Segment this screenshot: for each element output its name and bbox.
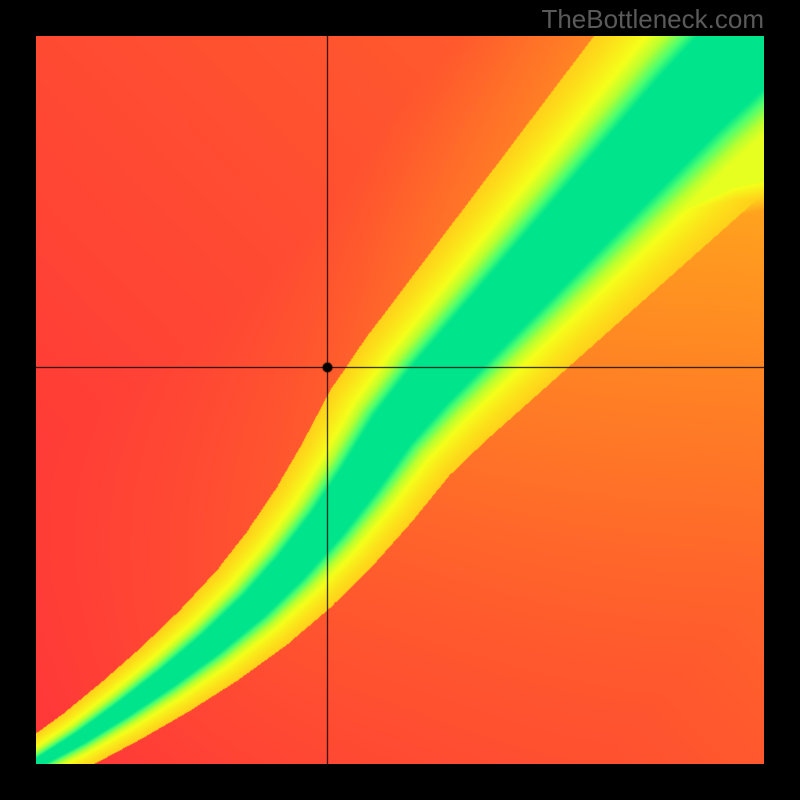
bottleneck-heatmap <box>36 36 764 764</box>
chart-container: TheBottleneck.com <box>0 0 800 800</box>
attribution-label: TheBottleneck.com <box>541 4 764 35</box>
